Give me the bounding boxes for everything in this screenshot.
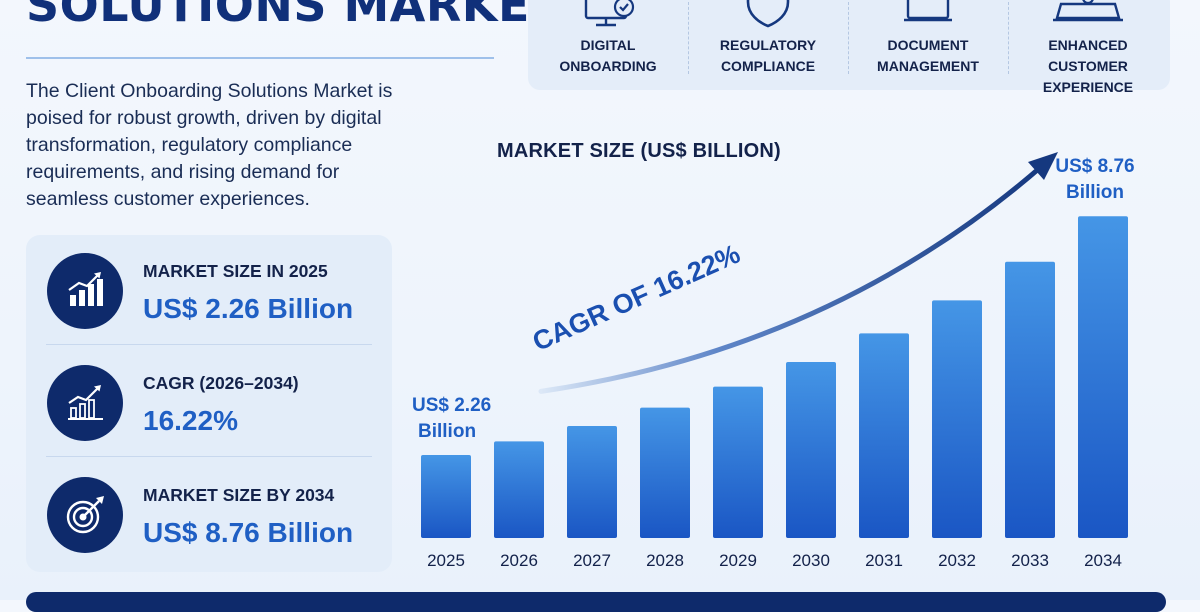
page-title: SOLUTIONS MARKET: [26, 0, 562, 32]
feature-regulatory-compliance: REGULATORY COMPLIANCE: [688, 0, 848, 90]
x-tick-label: 2027: [573, 551, 611, 570]
trend-arrow: [538, 163, 1045, 394]
stat-label: MARKET SIZE IN 2025: [143, 261, 328, 281]
stat-market-size-2034: MARKET SIZE BY 2034 US$ 8.76 Billion: [26, 459, 392, 569]
target-arrow-icon: [47, 477, 123, 553]
chart-bar: [567, 425, 617, 538]
start-value-label: US$ 2.26: [412, 395, 491, 416]
x-tick-label: 2033: [1011, 551, 1049, 570]
footer-bar: [26, 592, 1166, 612]
chart-bar: [713, 386, 763, 538]
x-tick-label: 2034: [1084, 551, 1122, 570]
x-tick-label: 2031: [865, 551, 903, 570]
chart-bar: [494, 441, 544, 538]
stat-market-size-2025: MARKET SIZE IN 2025 US$ 2.26 Billion: [26, 235, 392, 345]
chart-bar: [1078, 216, 1128, 538]
chart-bar: [932, 300, 982, 538]
stat-divider: [46, 344, 372, 345]
feature-label: ENHANCED CUSTOMER EXPERIENCE: [1042, 37, 1134, 95]
stat-label: CAGR (2026–2034): [143, 373, 299, 393]
stat-value: US$ 8.76 Billion: [143, 517, 354, 548]
x-tick-label: 2029: [719, 551, 757, 570]
trend-arrowhead: [1028, 152, 1058, 180]
feature-divider: [688, 2, 689, 74]
features-card: DIGITAL ONBOARDING REGULATORY COMPLIANCE D…: [528, 0, 1170, 95]
x-tick-label: 2028: [646, 551, 684, 570]
feature-label: REGULATORY COMPLIANCE: [719, 37, 817, 74]
x-tick-label: 2032: [938, 551, 976, 570]
document-icon: [904, 0, 952, 22]
cagr-trend-label: CAGR OF 16.22%: [528, 239, 744, 357]
users-icon: [1053, 0, 1123, 22]
monitor-check-icon: [584, 0, 635, 27]
stat-divider: [46, 456, 372, 457]
stat-label: MARKET SIZE BY 2034: [143, 485, 335, 505]
end-value-label: Billion: [1066, 182, 1124, 203]
feature-label: DOCUMENT MANAGEMENT: [877, 37, 979, 74]
trend-chart-icon: [47, 365, 123, 441]
chart-bar: [640, 407, 690, 538]
stat-value: 16.22%: [143, 405, 238, 436]
stat-value: US$ 2.26 Billion: [143, 293, 354, 324]
market-size-bar-chart: 2025 2026 2027 2028 2029 2030 2031 2032 2033 2034…: [412, 152, 1135, 570]
shield-icon: [746, 0, 790, 28]
x-tick-label: 2025: [427, 551, 465, 570]
feature-document-management: DOCUMENT MANAGEMENT: [848, 0, 1008, 90]
chart-bar: [1005, 261, 1055, 538]
bar-chart-growth-icon: [47, 253, 123, 329]
start-value-label: Billion: [418, 421, 476, 442]
intro-paragraph: The Client Onboarding Solutions Market i…: [26, 80, 393, 210]
end-value-label: US$ 8.76: [1055, 156, 1134, 177]
feature-enhanced-customer-experience: ENHANCED CUSTOMER EXPERIENCE: [1008, 0, 1168, 95]
chart-bar: [859, 333, 909, 538]
key-stats-card: MARKET SIZE IN 2025 US$ 2.26 Billion CAG…: [26, 235, 392, 572]
feature-label: DIGITAL ONBOARDING: [559, 37, 657, 74]
title-divider: [26, 57, 494, 59]
x-tick-label: 2030: [792, 551, 830, 570]
chart-bar: [421, 454, 471, 538]
feature-digital-onboarding: DIGITAL ONBOARDING: [528, 0, 688, 90]
feature-divider: [848, 2, 849, 74]
stat-cagr: CAGR (2026–2034) 16.22%: [26, 347, 392, 457]
x-tick-label: 2026: [500, 551, 538, 570]
chart-title: MARKET SIZE (US$ BILLION): [497, 140, 781, 162]
feature-divider: [1008, 2, 1009, 74]
chart-bar: [786, 362, 836, 538]
